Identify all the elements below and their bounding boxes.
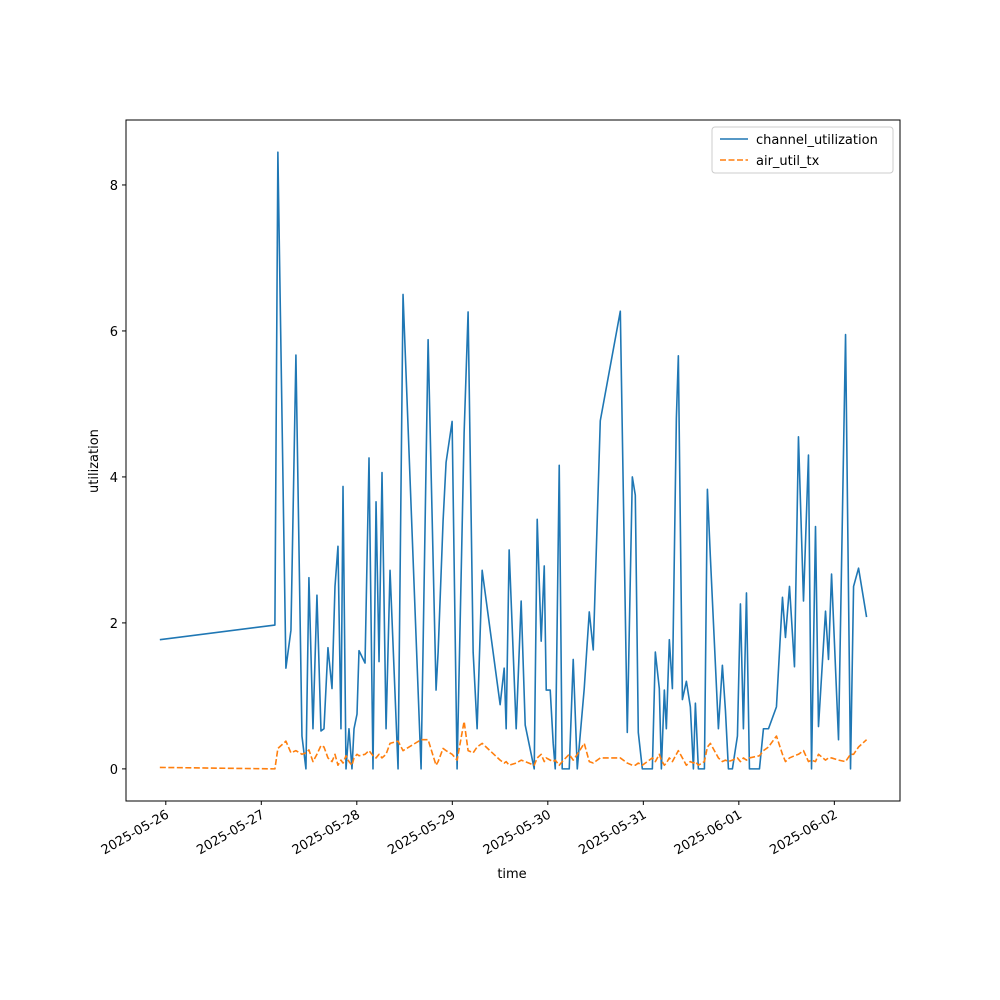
y-tick-label: 0 bbox=[110, 763, 118, 778]
line-series bbox=[159, 151, 868, 770]
x-tick-label: 2025-05-30 bbox=[481, 807, 554, 858]
x-tick-label: 2025-05-31 bbox=[576, 807, 649, 858]
x-tick-label: 2025-05-26 bbox=[99, 807, 172, 858]
y-axis-label: utilization bbox=[87, 429, 102, 493]
y-tick-label: 6 bbox=[110, 325, 118, 340]
x-tick-label: 2025-06-01 bbox=[672, 807, 745, 858]
legend-label: air_util_tx bbox=[756, 154, 820, 169]
x-tick-label: 2025-06-02 bbox=[767, 807, 840, 858]
line-series bbox=[159, 720, 868, 770]
y-tick-label: 8 bbox=[110, 179, 118, 194]
y-tick-label: 2 bbox=[110, 617, 118, 632]
x-tick-label: 2025-05-28 bbox=[290, 807, 363, 858]
legend-label: channel_utilization bbox=[756, 133, 878, 148]
legend: channel_utilization air_util_tx bbox=[711, 126, 894, 174]
x-tick-label: 2025-05-29 bbox=[385, 807, 458, 858]
y-tick-label: 4 bbox=[110, 471, 118, 486]
x-axis-label: time bbox=[497, 867, 526, 882]
x-tick-label: 2025-05-27 bbox=[194, 807, 267, 858]
plot-frame bbox=[125, 119, 901, 802]
legend-frame bbox=[711, 126, 894, 174]
